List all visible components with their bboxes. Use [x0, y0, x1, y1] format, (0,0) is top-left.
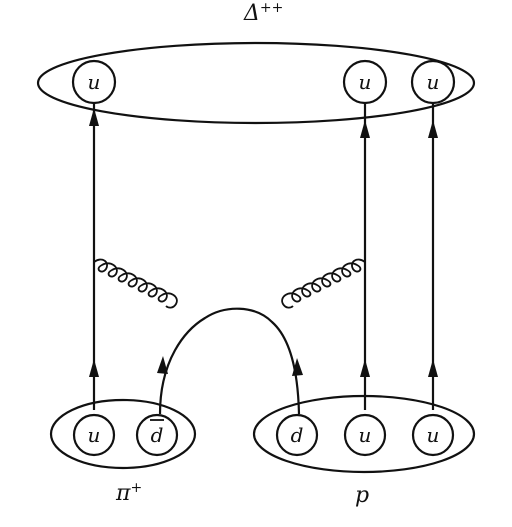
- delta-quark-2: u: [342, 59, 388, 105]
- proton-quark-u2: u: [411, 413, 455, 457]
- proton-quark-u1-label: u: [359, 423, 372, 447]
- arrow-head-icon: [89, 108, 99, 126]
- arrow-head-icon: [360, 359, 370, 377]
- gluon-right: [281, 258, 366, 309]
- arrow-head-icon: [428, 359, 438, 377]
- proton-label: p: [355, 483, 369, 508]
- delta-label-charge: ++: [260, 0, 283, 16]
- pion-quark-dbar-label: d: [151, 423, 164, 447]
- delta-label: Δ++: [243, 0, 283, 26]
- quark-line-u-right: [428, 104, 438, 410]
- arrow-head-icon: [428, 120, 438, 138]
- quark-line-u-left: [89, 104, 99, 410]
- delta-quark-2-label: u: [359, 70, 372, 94]
- pion-quark-u: u: [72, 413, 116, 457]
- arrow-head-icon: [292, 358, 303, 376]
- arrow-head-icon: [360, 120, 370, 138]
- quark-line-u-middle: [360, 104, 370, 410]
- pion-label-charge: +: [130, 480, 142, 496]
- proton-quark-u2-label: u: [427, 423, 440, 447]
- pion-label: π+: [115, 480, 142, 506]
- pion-quark-dbar: d: [135, 413, 179, 457]
- proton-quark-u1: u: [343, 413, 387, 457]
- delta-quark-3-label: u: [427, 70, 440, 94]
- proton-quark-d: d: [275, 413, 319, 457]
- pion-quark-u-label: u: [88, 423, 101, 447]
- delta-hadron-ellipse: [36, 41, 476, 125]
- gluon-left: [93, 258, 178, 309]
- proton-hadron-ellipse: [252, 394, 476, 474]
- arrow-head-icon: [157, 356, 168, 374]
- arrow-head-icon: [89, 359, 99, 377]
- delta-quark-1-label: u: [88, 70, 101, 94]
- pion-label-base: π: [115, 481, 131, 506]
- proton-quark-d-label: d: [291, 423, 304, 447]
- annihilation-quark-arc: [157, 307, 303, 415]
- delta-quark-1: u: [71, 59, 117, 105]
- delta-quark-3: u: [410, 59, 456, 105]
- pion-hadron-ellipse: [49, 398, 197, 470]
- delta-label-base: Δ: [243, 1, 260, 26]
